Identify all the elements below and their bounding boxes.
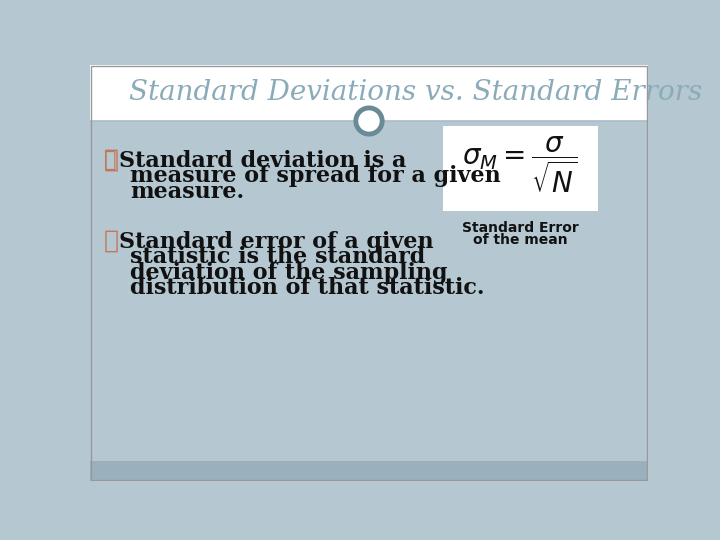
Text: of the mean: of the mean [473,233,567,247]
Text: Standard error of a given: Standard error of a given [120,231,434,253]
Text: $\sigma_M = \dfrac{\sigma}{\sqrt{N}}$: $\sigma_M = \dfrac{\sigma}{\sqrt{N}}$ [462,134,577,195]
Text: ∾: ∾ [104,228,119,252]
Text: measure.: measure. [130,181,244,203]
FancyBboxPatch shape [90,461,648,481]
Text: ∾: ∾ [104,147,119,172]
Text: Standard Error: Standard Error [462,221,578,235]
FancyBboxPatch shape [443,126,598,211]
Text: distribution of that statistic.: distribution of that statistic. [130,277,485,299]
Text: measure of spread for a given: measure of spread for a given [130,165,501,187]
Text: deviation of the sampling: deviation of the sampling [130,262,448,284]
FancyBboxPatch shape [90,65,648,121]
FancyBboxPatch shape [90,121,648,461]
Text: Standard Deviations vs. Standard Errors: Standard Deviations vs. Standard Errors [129,79,702,106]
Text: Standard deviation is a: Standard deviation is a [120,150,407,172]
Text: 误: 误 [104,150,117,170]
Circle shape [356,108,382,134]
Text: statistic is the standard: statistic is the standard [130,246,426,268]
